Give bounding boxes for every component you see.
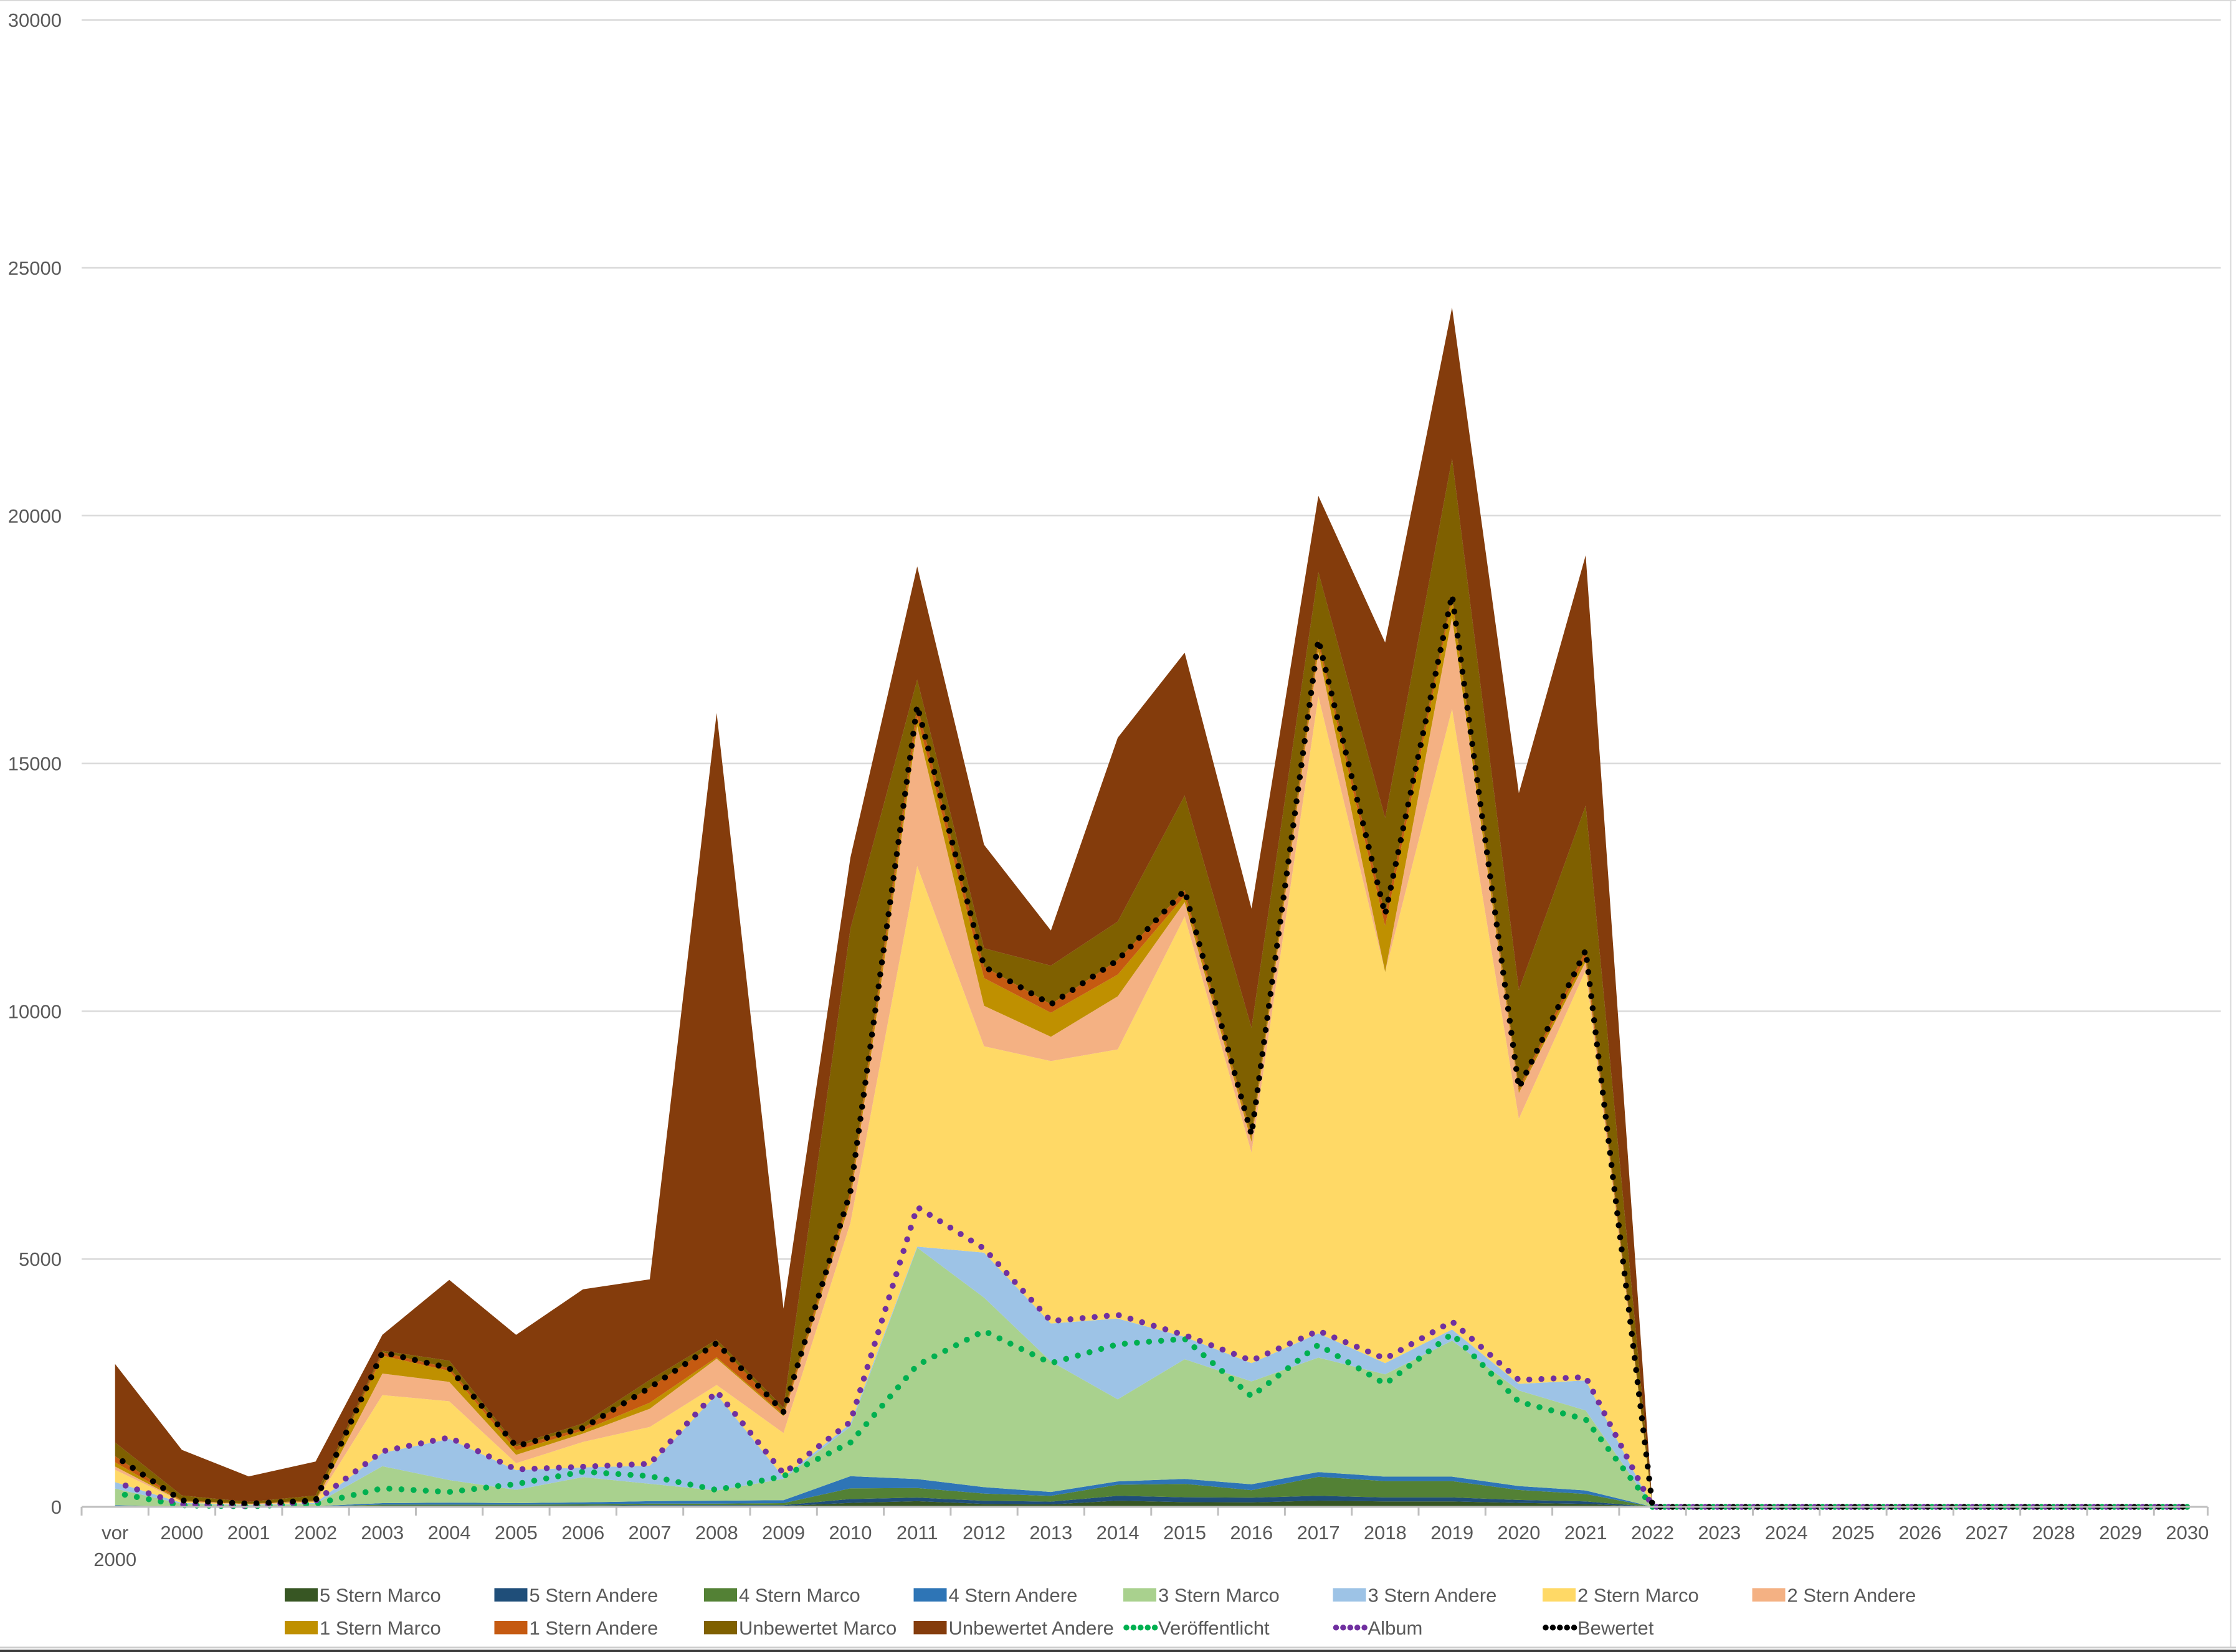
svg-text:4 Stern Andere: 4 Stern Andere <box>949 1585 1078 1607</box>
svg-text:2007: 2007 <box>629 1522 672 1544</box>
svg-text:2022: 2022 <box>1631 1522 1674 1544</box>
svg-text:2 Stern Marco: 2 Stern Marco <box>1577 1585 1699 1607</box>
svg-text:2015: 2015 <box>1163 1522 1206 1544</box>
svg-text:2006: 2006 <box>561 1522 604 1544</box>
svg-text:2023: 2023 <box>1698 1522 1741 1544</box>
svg-text:2011: 2011 <box>897 1522 938 1544</box>
svg-text:3 Stern Andere: 3 Stern Andere <box>1368 1585 1497 1607</box>
svg-text:2000: 2000 <box>93 1549 136 1570</box>
svg-text:10000: 10000 <box>8 1000 62 1022</box>
svg-text:2025: 2025 <box>1832 1522 1875 1544</box>
svg-text:2028: 2028 <box>2032 1522 2075 1544</box>
svg-text:vor: vor <box>102 1522 128 1544</box>
svg-text:2027: 2027 <box>1966 1522 2009 1544</box>
svg-text:15000: 15000 <box>8 753 62 775</box>
svg-text:5000: 5000 <box>19 1248 62 1270</box>
svg-text:Bewertet: Bewertet <box>1577 1617 1654 1639</box>
svg-text:2000: 2000 <box>160 1522 203 1544</box>
svg-text:2 Stern Andere: 2 Stern Andere <box>1787 1585 1916 1607</box>
svg-text:2019: 2019 <box>1430 1522 1473 1544</box>
svg-text:3 Stern Marco: 3 Stern Marco <box>1158 1585 1280 1607</box>
svg-text:Unbewertet Marco: Unbewertet Marco <box>739 1617 897 1639</box>
svg-text:4 Stern Marco: 4 Stern Marco <box>739 1585 860 1607</box>
svg-text:Album: Album <box>1368 1617 1423 1639</box>
svg-text:2004: 2004 <box>428 1522 471 1544</box>
svg-text:2016: 2016 <box>1230 1522 1273 1544</box>
svg-text:2029: 2029 <box>2099 1522 2142 1544</box>
svg-text:2012: 2012 <box>963 1522 1006 1544</box>
svg-text:30000: 30000 <box>8 9 62 31</box>
svg-text:1 Stern Andere: 1 Stern Andere <box>530 1617 659 1639</box>
svg-text:20000: 20000 <box>8 505 62 527</box>
svg-text:2018: 2018 <box>1364 1522 1407 1544</box>
svg-text:0: 0 <box>51 1496 62 1518</box>
svg-text:2009: 2009 <box>762 1522 805 1544</box>
svg-text:2013: 2013 <box>1029 1522 1072 1544</box>
svg-text:25000: 25000 <box>8 257 62 279</box>
svg-text:2017: 2017 <box>1297 1522 1340 1544</box>
svg-text:1 Stern Marco: 1 Stern Marco <box>320 1617 441 1639</box>
svg-text:2003: 2003 <box>361 1522 404 1544</box>
svg-text:2001: 2001 <box>227 1522 270 1544</box>
svg-text:2020: 2020 <box>1497 1522 1540 1544</box>
svg-text:5 Stern Andere: 5 Stern Andere <box>530 1585 659 1607</box>
svg-text:2002: 2002 <box>294 1522 337 1544</box>
svg-text:2014: 2014 <box>1097 1522 1139 1544</box>
svg-text:2008: 2008 <box>695 1522 738 1544</box>
svg-text:Unbewertet Andere: Unbewertet Andere <box>949 1617 1114 1639</box>
svg-text:2021: 2021 <box>1564 1522 1607 1544</box>
svg-text:2024: 2024 <box>1765 1522 1808 1544</box>
svg-text:2030: 2030 <box>2166 1522 2209 1544</box>
svg-text:2026: 2026 <box>1898 1522 1941 1544</box>
svg-text:2005: 2005 <box>495 1522 538 1544</box>
svg-text:Veröffentlicht: Veröffentlicht <box>1158 1617 1270 1639</box>
svg-text:2010: 2010 <box>829 1522 872 1544</box>
svg-text:5 Stern Marco: 5 Stern Marco <box>320 1585 441 1607</box>
